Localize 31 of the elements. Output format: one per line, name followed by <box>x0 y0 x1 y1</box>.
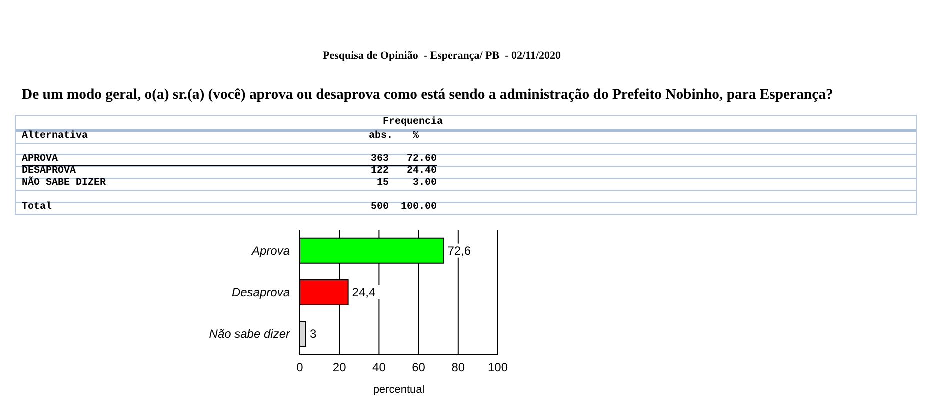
y-tick-label: Não sabe dizer <box>209 327 291 342</box>
text: % <box>412 131 419 142</box>
text: Pesquisa de Opinião - Esperança/ PB - 02/11/2020 <box>322 50 562 62</box>
category-label: NÃO SABE DIZER <box>22 178 106 189</box>
data-label: 500 <box>370 202 389 214</box>
data-label: 24,4 <box>352 286 376 300</box>
x-tick-label: 100 <box>488 360 508 375</box>
category-label: DESAPROVA <box>22 166 76 177</box>
data-label: 363 <box>370 154 389 166</box>
x-tick-label: 80 <box>452 360 466 375</box>
legend-title: Frequencia <box>382 117 443 128</box>
data-label: 122 <box>370 166 389 178</box>
text: Alternativa <box>22 131 88 142</box>
category-label: APROVA <box>22 154 58 165</box>
text: De um modo geral, o(a) sr.(a) (você) aprova ou desaprova como está sendo a administração do Prefeito Nobinho, para Esperança? <box>22 87 834 103</box>
x-tick-label: 0 <box>296 360 304 375</box>
data-label: 72.60 <box>406 154 437 166</box>
data-label: 3 <box>310 327 317 342</box>
data-label: 100.00 <box>400 202 437 214</box>
x-axis-title: percentual <box>373 384 425 396</box>
x-tick-label: 40 <box>372 360 386 375</box>
x-tick-label: 20 <box>332 360 347 375</box>
y-tick-label: Desaprova <box>232 286 290 300</box>
category-label: Total <box>22 202 52 213</box>
x-tick-label: 60 <box>412 360 426 375</box>
data-label: 15 <box>376 178 389 190</box>
data-label: 72,6 <box>448 244 472 258</box>
y-tick-label: Aprova <box>250 244 290 258</box>
data-label: 24.40 <box>406 166 437 178</box>
data-label: 3.00 <box>412 178 437 190</box>
text: abs. <box>368 131 393 142</box>
